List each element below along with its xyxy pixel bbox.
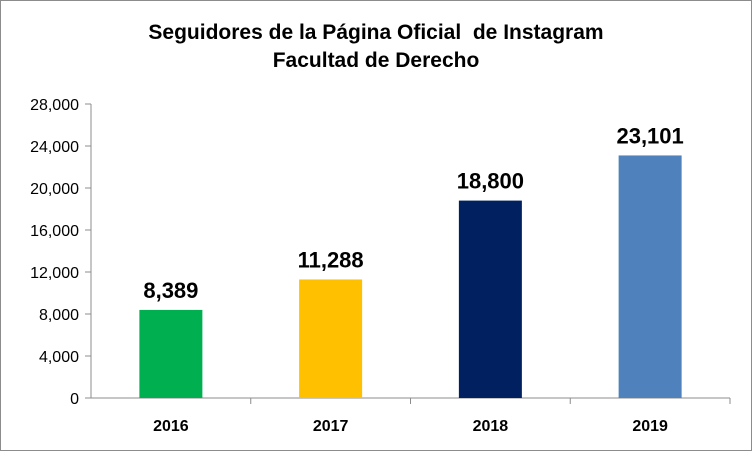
data-label-2016: 8,389 [143,278,198,303]
y-tick-label: 4,000 [39,349,79,366]
y-tick-label: 8,000 [39,307,79,324]
x-tick-label-2019: 2019 [632,418,668,435]
y-tick-label: 28,000 [30,97,79,114]
chart-title: Seguidores de la Página Oficial de Insta… [148,21,604,44]
y-tick-label: 16,000 [30,223,79,240]
y-tick-label: 20,000 [30,181,79,198]
data-label-2019: 23,101 [616,123,683,148]
y-tick-label: 12,000 [30,265,79,282]
chart-subtitle: Facultad de Derecho [272,49,480,72]
data-label-2017: 11,288 [298,247,364,272]
x-tick-label-2018: 2018 [473,418,509,435]
bar-2017 [299,279,363,398]
chart-title-block: Seguidores de la Página Oficial de Insta… [1,19,751,75]
bar-2016 [139,309,203,398]
x-tick-label-2016: 2016 [153,418,189,435]
y-tick-label: 0 [70,391,79,408]
data-label-2018: 18,800 [457,169,524,194]
bar-2018 [458,200,522,398]
y-tick-label: 24,000 [30,139,79,156]
x-tick-label-2017: 2017 [313,418,349,435]
bar-2019 [618,155,682,398]
